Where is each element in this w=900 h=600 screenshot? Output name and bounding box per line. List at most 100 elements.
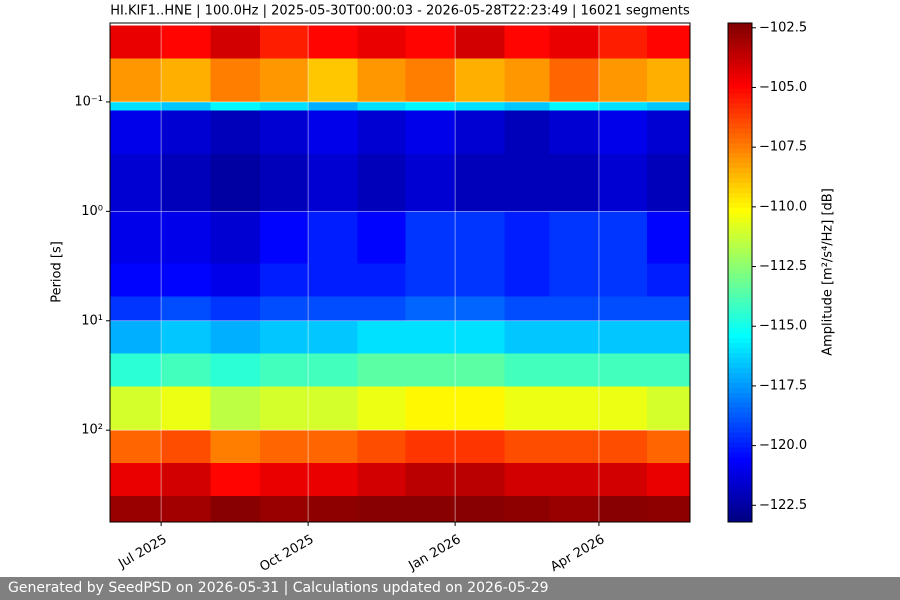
heatmap-cell: [598, 296, 647, 321]
colorbar-segment: [728, 207, 752, 214]
heatmap-cell: [504, 430, 550, 464]
heatmap-cell: [504, 386, 550, 431]
colorbar-segment: [728, 242, 752, 249]
colorbar-segment: [728, 337, 752, 343]
colorbar-tick-label: −120.0: [759, 438, 807, 453]
heatmap-cell: [308, 320, 358, 354]
heatmap-cell: [455, 154, 505, 212]
colorbar-segment: [728, 472, 752, 478]
colorbar-segment: [728, 332, 752, 338]
colorbar-segment: [728, 182, 752, 189]
heatmap-cell: [357, 101, 406, 111]
heatmap-cell: [549, 463, 599, 497]
y-tick-label: 10⁰: [81, 204, 103, 219]
heatmap-cell: [357, 430, 406, 464]
heatmap-cell: [405, 25, 456, 59]
colorbar-segment: [728, 147, 752, 154]
colorbar-segment: [728, 262, 752, 269]
heatmap-cell: [110, 463, 162, 497]
heatmap-cell: [308, 463, 358, 497]
chart: HI.KIF1..HNE | 100.0Hz | 2025-05-30T00:0…: [50, 4, 836, 575]
colorbar-tick-label: −105.0: [759, 80, 807, 95]
colorbar-tick-label: −110.0: [759, 199, 807, 214]
heatmap-cell: [504, 211, 550, 264]
colorbar-segment: [728, 137, 752, 144]
heatmap-cell: [455, 320, 505, 354]
colorbar-tick-label: −117.5: [759, 378, 807, 393]
heatmap-cell: [110, 496, 162, 522]
heatmap-cell: [549, 430, 599, 464]
colorbar-segment: [728, 217, 752, 224]
heatmap-cell: [161, 430, 211, 464]
colorbar-segment: [728, 347, 752, 353]
heatmap-cell: [210, 25, 261, 59]
colorbar-segment: [728, 357, 752, 363]
colorbar-segment: [728, 72, 752, 79]
colorbar-tick-label: −115.0: [759, 319, 807, 334]
heatmap-cell: [455, 496, 505, 522]
heatmap-cell: [161, 101, 211, 111]
heatmap-cell: [598, 263, 647, 297]
colorbar-segment: [728, 437, 752, 443]
heatmap-cell: [598, 110, 647, 155]
colorbar-segment: [728, 487, 752, 493]
heatmap-cell: [405, 353, 456, 387]
colorbar-segment: [728, 52, 752, 59]
heatmap-cell: [161, 211, 211, 264]
colorbar-segment: [728, 447, 752, 453]
heatmap-cell: [405, 296, 456, 321]
heatmap-cell: [504, 296, 550, 321]
colorbar-segment: [728, 27, 752, 34]
heatmap-cell: [504, 320, 550, 354]
heatmap-cell: [161, 386, 211, 431]
heatmap-cell: [308, 353, 358, 387]
heatmap-cell: [161, 110, 211, 155]
heatmap-cell: [646, 263, 690, 297]
heatmap-cell: [110, 353, 162, 387]
heatmap-cell: [260, 320, 309, 354]
heatmap-cell: [549, 154, 599, 212]
heatmap-cell: [598, 496, 647, 522]
x-tick-label: Oct 2025: [257, 532, 316, 575]
heatmap-cell: [405, 430, 456, 464]
heatmap-cell: [260, 386, 309, 431]
heatmap-cell: [308, 154, 358, 212]
colorbar-segment: [728, 112, 752, 119]
colorbar-segment: [728, 287, 752, 293]
heatmap-cell: [308, 386, 358, 431]
colorbar-segment: [728, 167, 752, 174]
heatmap-cell: [549, 353, 599, 387]
x-tick-label: Jul 2025: [115, 532, 169, 572]
colorbar-label: Amplitude [m²/s⁴/Hz] [dB]: [821, 188, 836, 356]
colorbar-segment: [728, 267, 752, 273]
heatmap-cell: [260, 211, 309, 264]
heatmap-cell: [210, 320, 261, 354]
colorbar-segment: [728, 117, 752, 124]
heatmap-cell: [549, 496, 599, 522]
heatmap-cell: [405, 386, 456, 431]
heatmap-cell: [405, 110, 456, 155]
heatmap-cell: [210, 353, 261, 387]
colorbar-segment: [728, 37, 752, 44]
heatmap-cell: [357, 386, 406, 431]
colorbar-segment: [728, 142, 752, 149]
colorbar-segment: [728, 82, 752, 89]
colorbar-segment: [728, 187, 752, 194]
y-tick-label: 10⁻¹: [74, 94, 103, 109]
heatmap-cell: [357, 25, 406, 59]
heatmap-cell: [161, 353, 211, 387]
x-tick-label: Jan 2026: [406, 532, 464, 574]
heatmap-cell: [210, 110, 261, 155]
colorbar-segment: [728, 292, 752, 298]
plot-frame: [109, 22, 691, 523]
heatmap-cell: [110, 211, 162, 264]
heatmap-cell: [308, 110, 358, 155]
colorbar-segment: [728, 152, 752, 159]
colorbar-segment: [728, 247, 752, 254]
heatmap-cell: [308, 263, 358, 297]
colorbar-segment: [728, 417, 752, 423]
heatmap-cell: [260, 101, 309, 111]
heatmap-cell: [455, 25, 505, 59]
colorbar-segment: [728, 367, 752, 373]
